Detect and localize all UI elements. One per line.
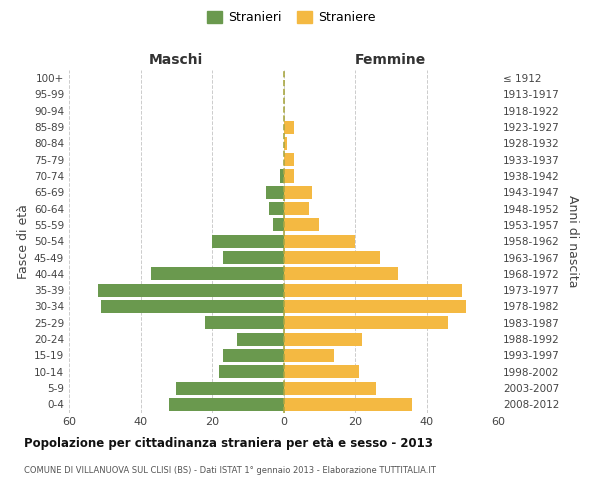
Text: Femmine: Femmine xyxy=(355,52,427,66)
Legend: Stranieri, Straniere: Stranieri, Straniere xyxy=(204,8,378,26)
Bar xyxy=(176,382,284,394)
Bar xyxy=(266,186,284,199)
Bar xyxy=(284,382,376,394)
Bar xyxy=(284,332,362,345)
Bar xyxy=(219,365,284,378)
Bar xyxy=(284,202,308,215)
Bar xyxy=(212,234,284,248)
Bar xyxy=(101,300,284,313)
Bar xyxy=(205,316,284,330)
Bar xyxy=(273,218,284,232)
Bar xyxy=(284,398,412,411)
Bar xyxy=(284,365,359,378)
Y-axis label: Anni di nascita: Anni di nascita xyxy=(566,195,579,288)
Bar xyxy=(151,268,284,280)
Bar xyxy=(223,349,284,362)
Bar xyxy=(284,137,287,150)
Bar xyxy=(284,251,380,264)
Bar xyxy=(284,300,466,313)
Bar xyxy=(237,332,284,345)
Bar xyxy=(284,186,312,199)
Bar xyxy=(284,218,319,232)
Bar xyxy=(284,284,462,296)
Bar xyxy=(269,202,284,215)
Bar xyxy=(284,120,294,134)
Bar xyxy=(284,234,355,248)
Bar xyxy=(223,251,284,264)
Bar xyxy=(284,316,448,330)
Bar xyxy=(98,284,284,296)
Bar xyxy=(284,153,294,166)
Text: Maschi: Maschi xyxy=(149,52,203,66)
Bar xyxy=(284,170,294,182)
Bar xyxy=(280,170,284,182)
Bar xyxy=(284,268,398,280)
Text: Popolazione per cittadinanza straniera per età e sesso - 2013: Popolazione per cittadinanza straniera p… xyxy=(24,438,433,450)
Bar xyxy=(284,349,334,362)
Y-axis label: Fasce di età: Fasce di età xyxy=(17,204,30,279)
Bar xyxy=(169,398,284,411)
Text: COMUNE DI VILLANUOVA SUL CLISI (BS) - Dati ISTAT 1° gennaio 2013 - Elaborazione : COMUNE DI VILLANUOVA SUL CLISI (BS) - Da… xyxy=(24,466,436,475)
